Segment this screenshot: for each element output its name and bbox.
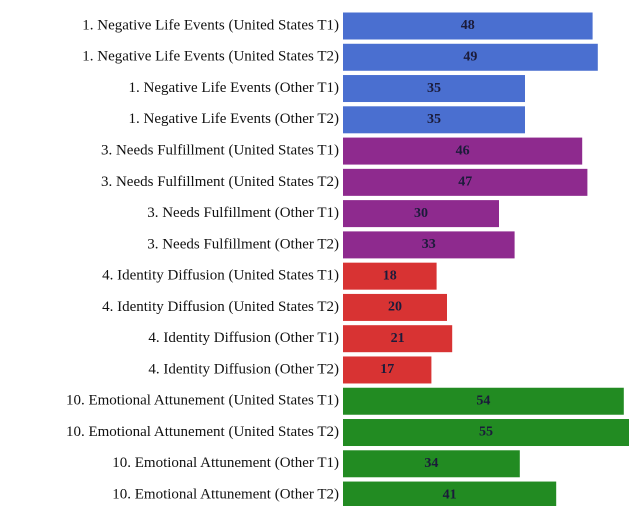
- value-label: 35: [427, 81, 441, 96]
- category-label: 10. Emotional Attunement (Other T2): [112, 486, 339, 502]
- value-label: 35: [427, 112, 441, 127]
- category-label: 1. Negative Life Events (Other T2): [129, 111, 339, 127]
- value-label: 46: [456, 143, 470, 158]
- bar: [343, 356, 432, 384]
- bar: [343, 168, 588, 196]
- bar: [343, 200, 499, 228]
- bar: [343, 12, 593, 40]
- bar: [343, 419, 629, 447]
- value-label: 17: [380, 362, 394, 377]
- category-label: 1. Negative Life Events (United States T…: [82, 17, 339, 33]
- category-label: 1. Negative Life Events (United States T…: [82, 49, 339, 65]
- bar: [343, 75, 525, 103]
- bar: [343, 481, 557, 506]
- category-label: 3. Needs Fulfillment (United States T2): [101, 174, 339, 190]
- bar: [343, 450, 520, 478]
- value-label: 54: [476, 393, 490, 408]
- bar: [343, 43, 598, 71]
- value-label: 33: [422, 237, 436, 252]
- value-label: 41: [443, 487, 457, 502]
- bar: [343, 387, 624, 415]
- value-label: 48: [461, 18, 475, 33]
- category-label: 4. Identity Diffusion (United States T1): [102, 268, 339, 284]
- category-label: 3. Needs Fulfillment (Other T2): [147, 236, 339, 252]
- category-label: 10. Emotional Attunement (United States …: [66, 393, 339, 409]
- category-label: 1. Negative Life Events (Other T1): [129, 80, 339, 96]
- category-label: 3. Needs Fulfillment (United States T1): [101, 143, 339, 159]
- value-label: 34: [424, 456, 438, 471]
- category-label: 4. Identity Diffusion (Other T1): [148, 330, 339, 346]
- value-label: 30: [414, 206, 428, 221]
- value-label: 18: [383, 268, 397, 283]
- value-label: 55: [479, 425, 493, 440]
- bar: [343, 231, 515, 259]
- bar: [343, 137, 583, 165]
- bar: [343, 293, 447, 321]
- value-label: 20: [388, 300, 402, 315]
- category-label: 10. Emotional Attunement (United States …: [66, 424, 339, 440]
- value-label: 47: [458, 175, 472, 190]
- bar: [343, 262, 437, 290]
- category-label: 4. Identity Diffusion (United States T2): [102, 299, 339, 315]
- value-label: 21: [391, 331, 405, 346]
- value-label: 49: [463, 49, 477, 64]
- category-label: 4. Identity Diffusion (Other T2): [148, 361, 339, 377]
- category-label: 3. Needs Fulfillment (Other T1): [147, 205, 339, 221]
- bar: [343, 325, 453, 353]
- category-label: 10. Emotional Attunement (Other T1): [112, 455, 339, 471]
- bar: [343, 106, 525, 134]
